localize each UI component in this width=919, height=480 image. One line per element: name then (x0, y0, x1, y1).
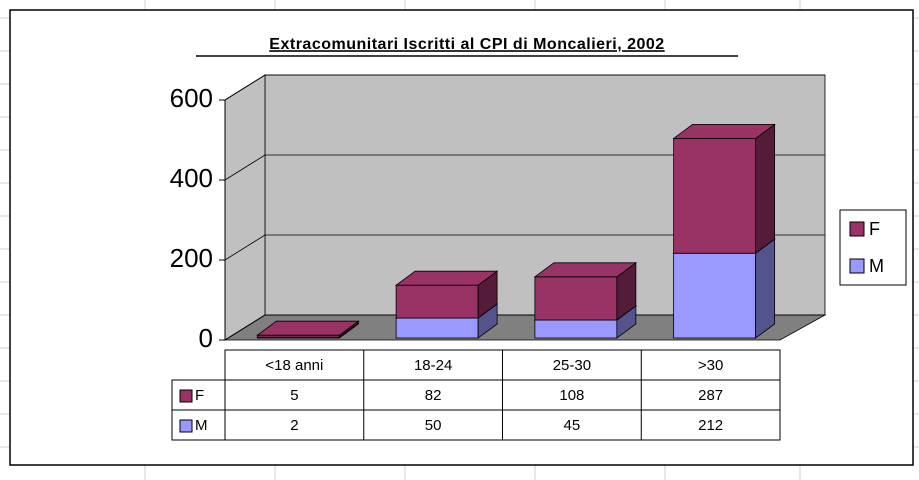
bar-front (673, 252, 757, 339)
table-value: 82 (425, 387, 442, 404)
grid-line (224, 314, 825, 341)
table-value: 50 (425, 417, 442, 434)
y-tick-label: 600 (170, 83, 213, 113)
table-value: 5 (290, 387, 298, 404)
legend-key (849, 221, 865, 237)
table-header: <18 anni (265, 357, 323, 374)
table-legend-key (179, 389, 193, 403)
bar-front (534, 319, 618, 339)
bar-top (672, 124, 776, 139)
legend-label: M (869, 256, 884, 276)
grid-line (224, 234, 825, 261)
bar-side (755, 123, 776, 254)
table-value: 287 (698, 387, 723, 404)
table-series-name: F (195, 387, 204, 404)
legend-label: F (869, 219, 880, 239)
grid-line (224, 74, 825, 101)
y-tick-label: 400 (170, 163, 213, 193)
table-value: 212 (698, 417, 723, 434)
bar-side (755, 238, 776, 339)
y-tick-label: 200 (170, 243, 213, 273)
table-header: >30 (698, 357, 723, 374)
table-value: 2 (290, 417, 298, 434)
bar-front (395, 317, 479, 339)
bar-front (673, 137, 757, 254)
table-header: 18-24 (414, 357, 452, 374)
bar-top (256, 320, 360, 336)
y-tick-label: 0 (199, 323, 213, 353)
table-header: 25-30 (553, 357, 591, 374)
bar-front (534, 276, 618, 321)
grid-line (224, 154, 825, 181)
table-value: 108 (559, 387, 584, 404)
bar-top (533, 262, 638, 278)
legend-key (849, 258, 865, 274)
table-value: 45 (564, 417, 581, 434)
table-legend-key (179, 419, 193, 433)
table-series-name: M (195, 417, 208, 434)
bar-front (395, 284, 479, 319)
side-wall (224, 74, 266, 341)
bar-top (394, 270, 499, 286)
chart-title: Extracomunitari Iscritti al CPI di Monca… (269, 36, 664, 53)
